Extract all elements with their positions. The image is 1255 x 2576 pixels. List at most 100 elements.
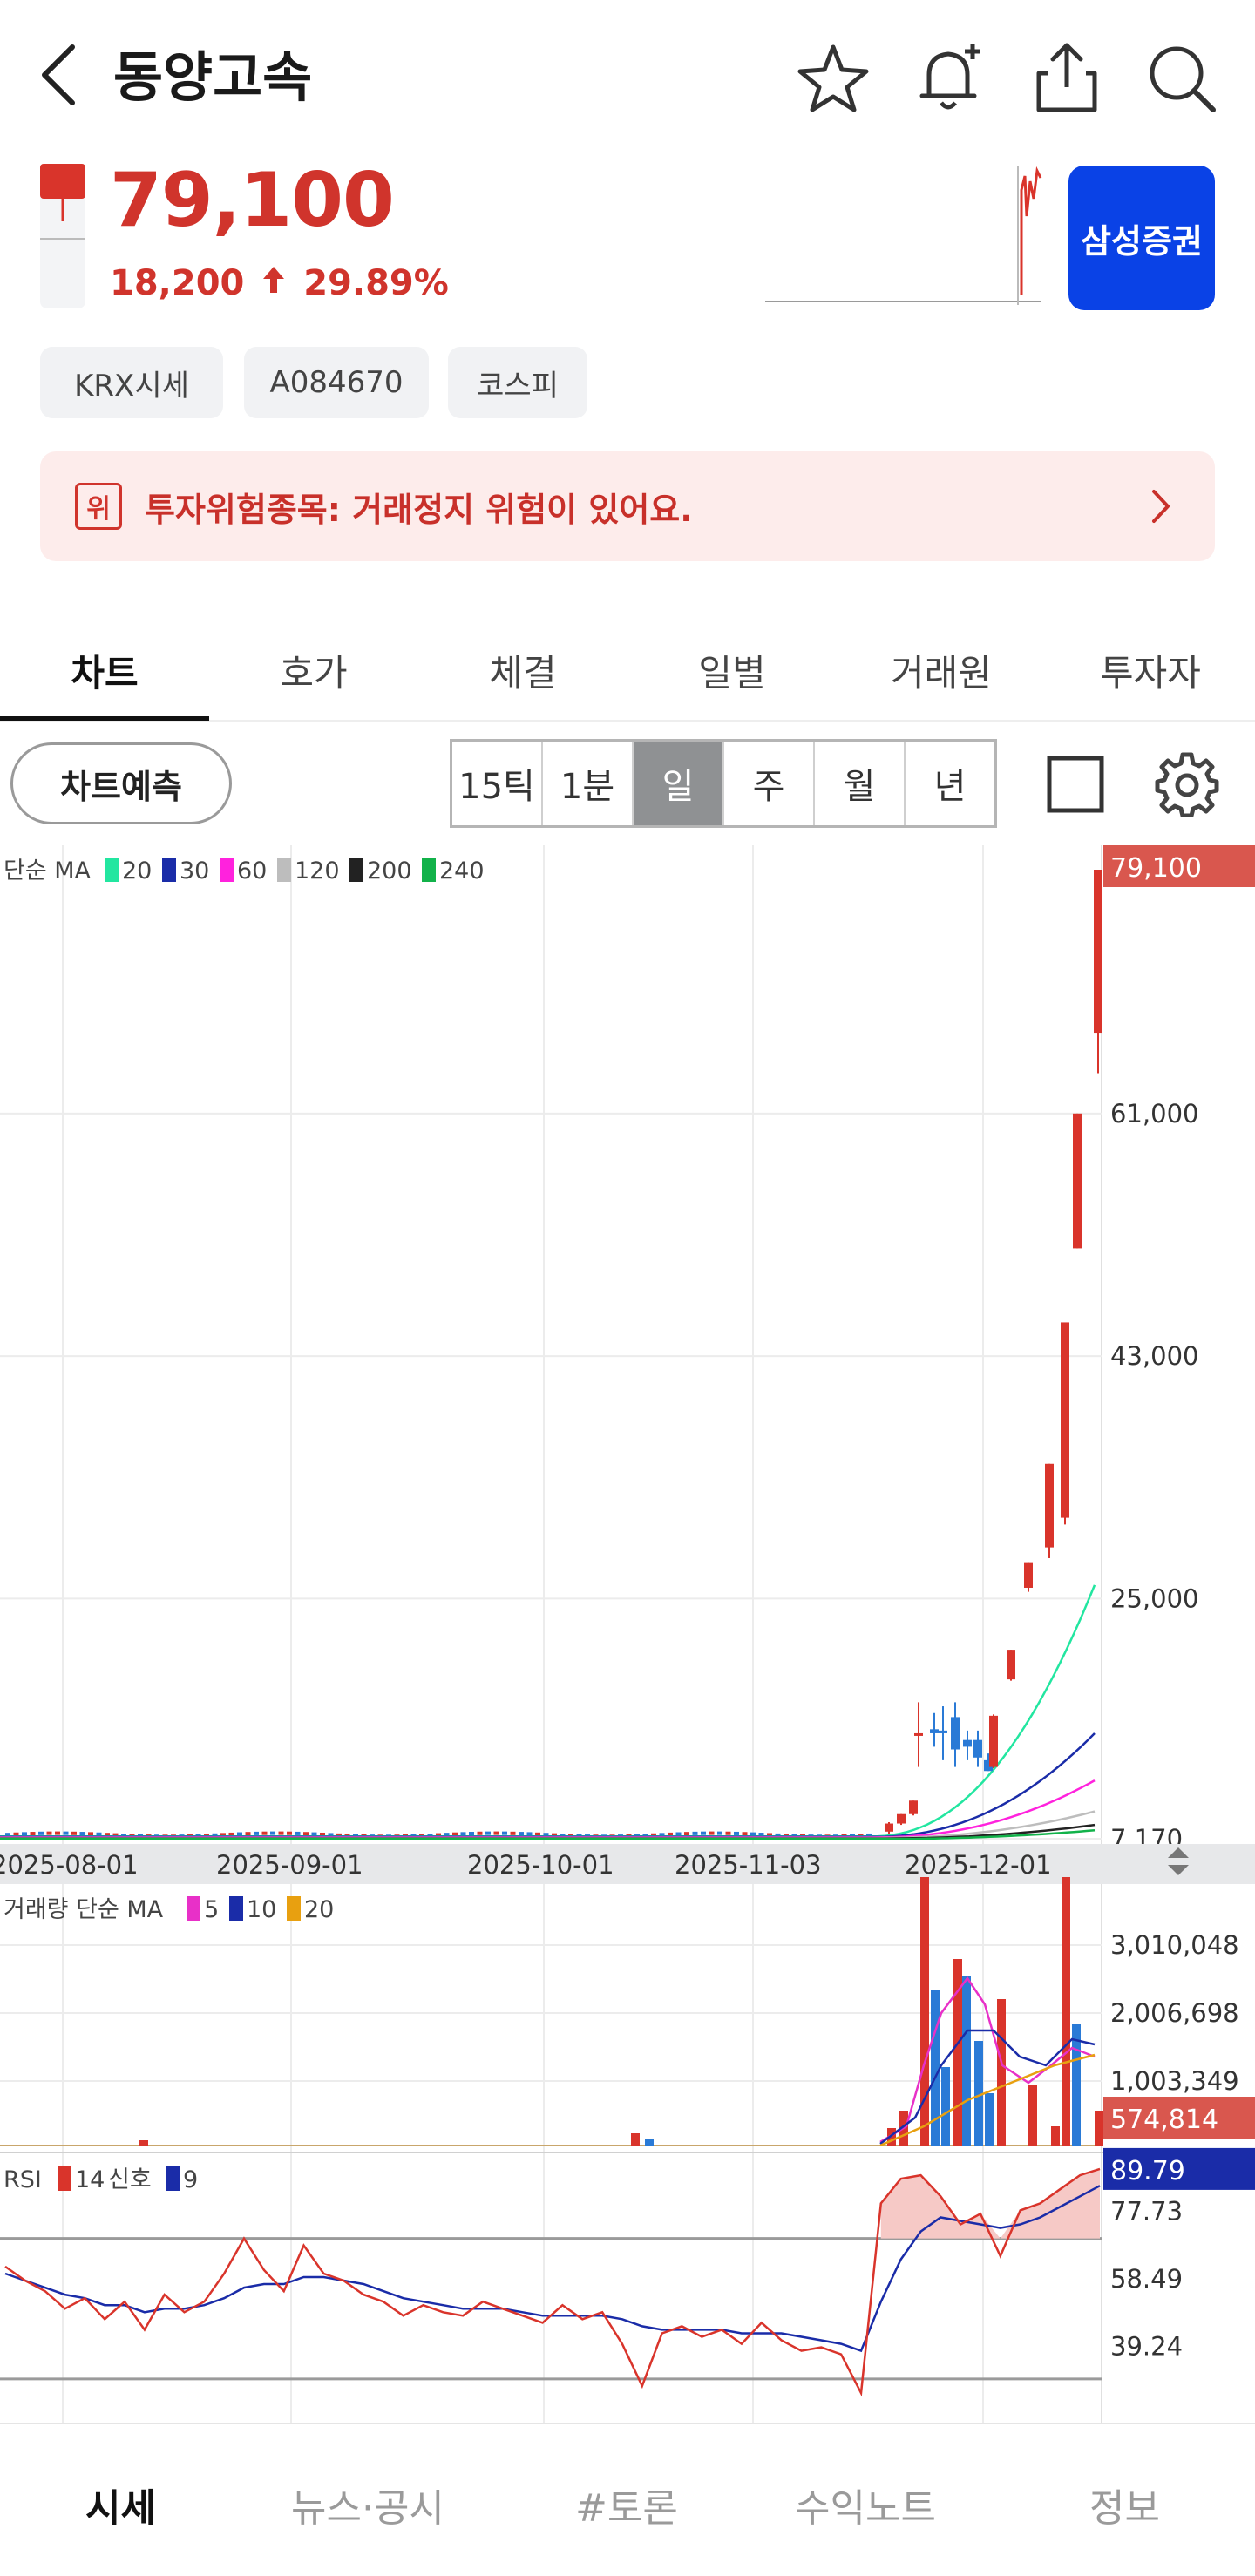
ma-legend-swatch (105, 858, 119, 882)
period-15tick[interactable]: 15틱 (452, 742, 543, 825)
arrow-up-icon (261, 263, 286, 303)
chart-settings-button[interactable] (1143, 741, 1231, 828)
candle (552, 1833, 557, 1837)
rsi-line (4, 2167, 1101, 2397)
ma-line (0, 1732, 1096, 1839)
candle (311, 1832, 317, 1836)
volume-bar (631, 2133, 640, 2146)
back-button[interactable] (16, 31, 103, 119)
nav-forum[interactable]: #토론 (575, 2486, 678, 2531)
candle (245, 1832, 251, 1836)
volume-bar (1051, 2126, 1060, 2146)
volume-ma-line (879, 2029, 1096, 2145)
ma-legend-swatch (422, 858, 436, 882)
volume-bar (941, 2067, 950, 2146)
fullscreen-button[interactable] (1032, 741, 1119, 828)
tab-chart[interactable]: 차트 (71, 651, 139, 695)
share-icon (1036, 43, 1097, 112)
favorite-button[interactable] (790, 35, 877, 122)
chart-predict-button[interactable]: 차트예측 (10, 742, 232, 824)
tab-trades[interactable]: 체결 (489, 651, 557, 695)
ma-legend-swatch (277, 858, 291, 882)
candle (519, 1832, 524, 1836)
page-title: 동양고속 (113, 45, 313, 109)
volume-bar (953, 1959, 962, 2146)
ma-legend-label: 단순 MA (3, 858, 92, 885)
resize-up-icon (1168, 1847, 1189, 1858)
last-price-tag (1103, 845, 1255, 887)
period-year[interactable]: 년 (933, 767, 967, 807)
volume-axis-label: 1,003,349 (1110, 2066, 1239, 2096)
candle (651, 1833, 656, 1837)
candle-body (1073, 1113, 1082, 1249)
square-icon (1047, 756, 1104, 813)
change-amount: 18,200 (110, 263, 245, 303)
candle (88, 1832, 93, 1836)
rsi-legend-swatch (58, 2166, 71, 2191)
candle (742, 1832, 748, 1836)
nav-news[interactable]: 뉴스·공시 (291, 2486, 444, 2531)
candle-body (909, 1800, 918, 1814)
ma-legend-period: 120 (295, 858, 340, 885)
volume-bar (962, 1976, 971, 2146)
ma-legend-swatch (349, 858, 363, 882)
candle (460, 1832, 466, 1836)
candle (303, 1832, 309, 1836)
price-axis-label: 61,000 (1110, 1099, 1198, 1129)
volume-legend-period: 20 (304, 1896, 334, 1923)
search-button[interactable] (1138, 35, 1225, 122)
share-button[interactable] (1023, 35, 1110, 122)
period-week[interactable]: 주 (724, 742, 815, 825)
chip-stock-code[interactable]: A084670 (244, 347, 429, 418)
candle (278, 1831, 284, 1835)
volume-legend-label: 거래량 단순 MA (3, 1896, 164, 1923)
chip-market-data[interactable]: KRX시세 (40, 347, 223, 418)
rsi-signal-line (4, 2185, 1101, 2353)
nav-quote[interactable]: 시세 (85, 2486, 156, 2531)
day-range-indicator (40, 164, 85, 308)
volume-bar (974, 2041, 983, 2146)
period-1min[interactable]: 1분 (543, 742, 634, 825)
change-percent: 29.89% (303, 263, 449, 303)
chip-market[interactable]: 코스피 (448, 347, 587, 418)
alert-add-button[interactable] (906, 35, 994, 122)
period-month[interactable]: 월 (815, 742, 906, 825)
nav-profit-note[interactable]: 수익노트 (795, 2486, 936, 2531)
candle (220, 1833, 226, 1837)
candle (212, 1833, 218, 1837)
candle (485, 1831, 491, 1835)
rsi-axis-label: 58.49 (1110, 2264, 1183, 2294)
candle (228, 1832, 234, 1836)
candle (13, 1832, 19, 1836)
chevron-right-icon (1152, 490, 1170, 523)
time-axis-band (0, 1844, 1255, 1884)
ma-legend-swatch (220, 858, 234, 882)
tab-daily[interactable]: 일별 (698, 651, 766, 695)
candle (436, 1833, 441, 1837)
candle-body (885, 1823, 893, 1832)
broker-button[interactable]: 삼성증권 (1068, 166, 1215, 310)
tab-orderbook[interactable]: 호가 (280, 651, 348, 695)
nav-info[interactable]: 정보 (1089, 2486, 1160, 2531)
ma-legend-period: 200 (367, 858, 412, 885)
volume-legend-swatch (287, 1896, 301, 1921)
tab-divider (0, 720, 1255, 722)
rsi-legend-label: RSI (3, 2166, 42, 2193)
risk-alert-banner[interactable]: 위 투자위험종목: 거래정지 위험이 있어요. (40, 451, 1215, 561)
candle-body (963, 1739, 972, 1747)
ma-line (0, 1584, 1096, 1838)
candle (767, 1833, 772, 1837)
tab-brokers[interactable]: 거래원 (891, 651, 992, 695)
star-icon (797, 44, 869, 112)
tab-active-indicator (0, 716, 209, 721)
volume-bar (887, 2128, 896, 2146)
candle (510, 1831, 516, 1835)
rsi-legend-period: 14 (75, 2166, 105, 2193)
tab-investors[interactable]: 투자자 (1100, 651, 1201, 695)
candle (5, 1833, 10, 1837)
period-day[interactable]: 일 (634, 742, 724, 825)
candle (336, 1833, 342, 1837)
candle (526, 1832, 533, 1836)
volume-legend-period: 5 (204, 1896, 219, 1923)
